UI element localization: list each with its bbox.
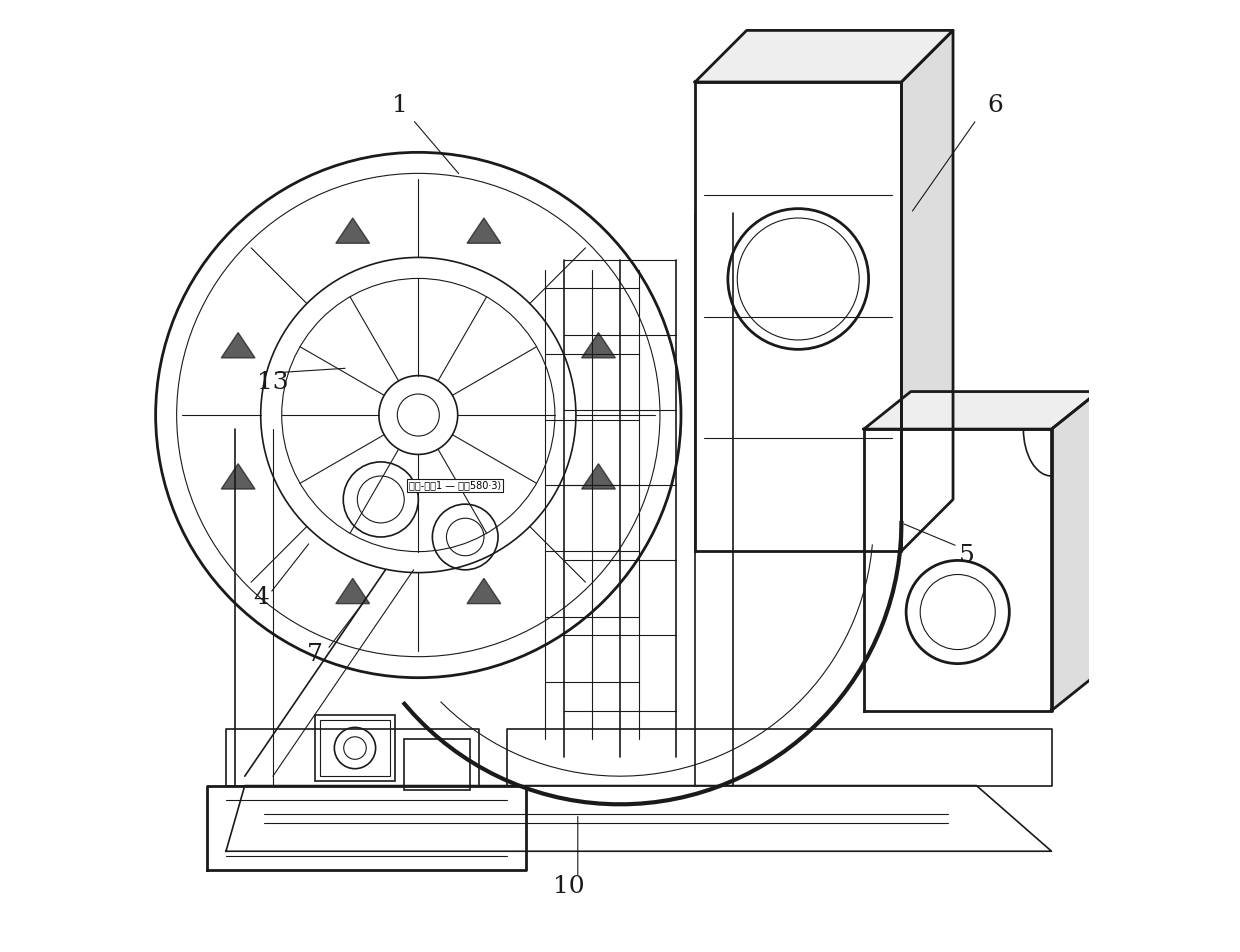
Bar: [404, 739, 470, 790]
Text: 4: 4: [254, 586, 269, 609]
Polygon shape: [507, 729, 1052, 785]
Polygon shape: [864, 429, 1052, 710]
Polygon shape: [864, 391, 1099, 429]
Polygon shape: [226, 785, 1052, 851]
Polygon shape: [226, 729, 480, 785]
Text: 台面-拉仴1 — 上盔580‧3⟩: 台面-拉仴1 — 上盔580‧3⟩: [409, 481, 501, 490]
Bar: [315, 715, 394, 781]
Text: 5: 5: [960, 545, 975, 567]
Polygon shape: [696, 30, 954, 82]
Polygon shape: [336, 218, 370, 244]
Text: 6: 6: [987, 94, 1003, 117]
Polygon shape: [207, 785, 526, 870]
Polygon shape: [221, 464, 255, 489]
Polygon shape: [696, 82, 901, 551]
Polygon shape: [467, 218, 501, 244]
Polygon shape: [901, 30, 954, 551]
Text: 1: 1: [392, 94, 408, 117]
Polygon shape: [221, 332, 255, 358]
Polygon shape: [336, 578, 370, 604]
Text: 13: 13: [257, 370, 289, 394]
Text: 10: 10: [553, 876, 584, 899]
Polygon shape: [582, 464, 615, 489]
Text: 7: 7: [308, 643, 324, 665]
Polygon shape: [582, 332, 615, 358]
Polygon shape: [467, 578, 501, 604]
Bar: [320, 720, 391, 776]
Polygon shape: [1052, 391, 1099, 710]
